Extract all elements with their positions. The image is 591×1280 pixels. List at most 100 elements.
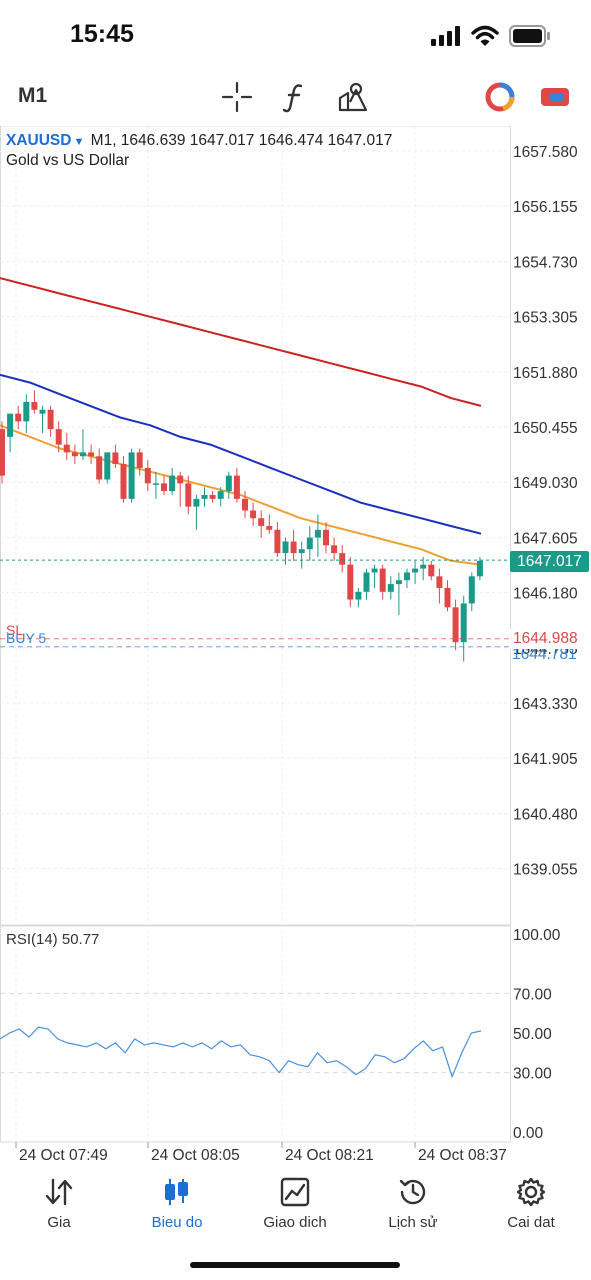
sl-line-label: SL (6, 622, 24, 638)
account-toggle-icon[interactable] (483, 80, 517, 114)
rsi-tick-label: 100.00 (513, 927, 561, 944)
battery-icon (509, 25, 550, 47)
quotes-arrows-icon (45, 1178, 73, 1206)
price-tick-label: 1647.605 (513, 530, 578, 547)
price-tick-label: 1653.305 (513, 310, 578, 327)
rsi-indicator-label: RSI(14) 50.77 (6, 931, 100, 948)
candle-body (428, 564, 435, 577)
price-tick-label: 1643.330 (513, 696, 578, 713)
time-tick-label: 24 Oct 08:37 (418, 1147, 507, 1162)
candle-body (444, 587, 451, 608)
candle-body (347, 564, 354, 600)
candle-body (266, 525, 273, 530)
candle-body (460, 603, 467, 643)
candle-body (31, 402, 38, 410)
candle-body (169, 475, 176, 492)
price-pane-border (0, 126, 511, 926)
time-tick-label: 24 Oct 08:21 (285, 1147, 374, 1162)
price-tick-label: 1656.155 (513, 199, 578, 216)
objects-icon[interactable] (336, 80, 370, 114)
nav-item-chart[interactable]: Bieu do (118, 1172, 236, 1242)
candle-body (436, 576, 443, 588)
candle-body (47, 409, 54, 430)
function-icon[interactable] (278, 80, 312, 114)
chart-area[interactable]: 1657.580 1656.155 1654.730 1653.305 1651.880… (0, 126, 591, 1162)
candle-body (250, 510, 257, 519)
nav-label-trade: Giao dich (263, 1214, 327, 1231)
status-time: 15:45 (70, 20, 134, 48)
candle-body (71, 452, 78, 457)
price-tick-label: 1639.055 (513, 862, 578, 879)
candle-body (282, 541, 289, 554)
candle-body (379, 568, 386, 592)
candle-body (177, 475, 184, 484)
candle-body (242, 498, 248, 511)
symbol-header[interactable]: XAUUSD ▼ M1, 1646.639 1647.017 1646.474 1… (6, 132, 392, 150)
buy-line-label: BUY 5 (6, 630, 47, 646)
candle-body (420, 564, 427, 569)
candle-body (355, 591, 362, 600)
nav-label-chart: Bieu do (151, 1214, 203, 1231)
candle-body (7, 413, 14, 437)
ma-fast-line (0, 424, 482, 566)
nav-item-trade[interactable]: Giao dich (236, 1172, 354, 1242)
candle-body (80, 452, 86, 457)
candle-body (193, 498, 200, 507)
price-tick-label: 1654.730 (513, 254, 578, 271)
candle-body (476, 560, 483, 577)
candle-body (339, 553, 346, 565)
candle-body (55, 429, 62, 445)
candle-body (201, 494, 208, 499)
timeframe-selector[interactable]: M1 (18, 84, 48, 107)
candle-body (0, 429, 5, 476)
candle-body (185, 483, 192, 507)
nav-label-quotes: Gia (47, 1214, 71, 1231)
ma-slow-line (0, 277, 482, 407)
candle-body (363, 572, 370, 592)
candle-body (144, 467, 151, 484)
ma-mid-line (0, 373, 482, 535)
candle-body (88, 452, 95, 457)
candle-body (468, 576, 475, 604)
price-tick-label: 1649.030 (513, 475, 578, 492)
signal-icon (431, 26, 460, 46)
rsi-line (0, 1026, 482, 1079)
candle-body (306, 537, 313, 550)
time-tick-label: 24 Oct 07:49 (19, 1147, 108, 1162)
candle-body (39, 409, 46, 414)
candle-body (371, 568, 378, 573)
rsi-tick-label: 0.00 (513, 1125, 544, 1142)
home-indicator (190, 1262, 400, 1268)
symbol-name[interactable]: XAUUSD (6, 132, 72, 149)
price-tick-label: 1651.880 (513, 365, 578, 382)
rsi-tick-label: 70.00 (513, 986, 552, 1003)
candle-body (290, 541, 297, 554)
nav-item-settings[interactable]: Cai dat (472, 1172, 590, 1242)
price-tick-label: 1650.455 (513, 420, 578, 437)
rsi-tick-label: 50.00 (513, 1026, 552, 1043)
symbol-dropdown-icon[interactable]: ▼ (73, 136, 85, 148)
rsi-pane-border (0, 925, 511, 1143)
crosshair-icon[interactable] (220, 80, 254, 114)
settings-gear-icon (516, 1177, 546, 1207)
price-tick-label: 1641.905 (513, 751, 578, 768)
candle-body (217, 491, 224, 499)
candle-body (314, 529, 321, 538)
bottom-navigation: Gia Bieu do Giao dich Lịch sử (0, 1166, 591, 1246)
wifi-icon (471, 25, 499, 46)
nav-item-quotes[interactable]: Gia (0, 1172, 118, 1242)
price-tick-label: 1657.580 (513, 144, 578, 161)
candle-body (63, 444, 70, 453)
trade-icon[interactable] (538, 80, 572, 114)
ohlc-values: M1, 1646.639 1647.017 1646.474 1647.017 (90, 132, 393, 149)
candles-icon (165, 1179, 188, 1205)
candle-body (209, 494, 216, 499)
candle-body (274, 529, 281, 554)
nav-item-history[interactable]: Lịch sử (354, 1172, 472, 1242)
price-chart[interactable]: 1657.580 1656.155 1654.730 1653.305 1651.880… (0, 126, 591, 1162)
candle-body (152, 483, 159, 485)
trade-chart-icon (280, 1177, 310, 1207)
candle-body (104, 452, 111, 480)
candle-body (161, 483, 167, 492)
candle-body (128, 452, 135, 499)
